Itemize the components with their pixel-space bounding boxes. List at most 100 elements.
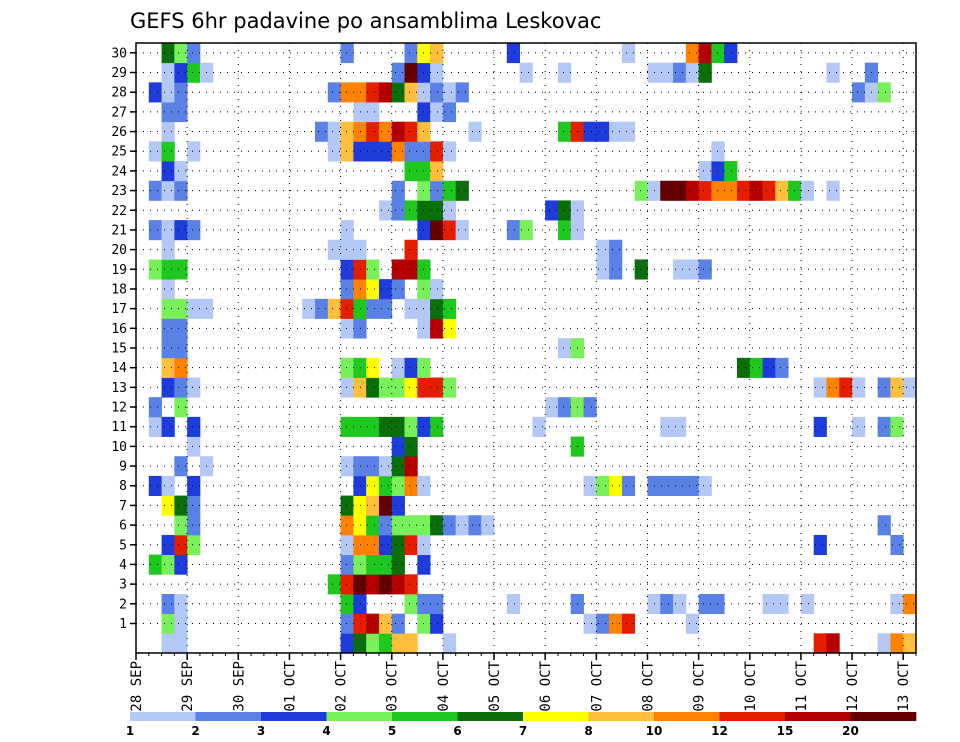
heatmap-cell [813,377,827,398]
heatmap-cell [174,220,188,241]
heatmap-cell [340,259,354,280]
heatmap-cell [187,475,201,496]
heatmap-cell [557,220,572,241]
heatmap-cell [762,180,776,201]
heatmap-cell [378,574,393,595]
heatmap-cell [340,593,354,615]
heatmap-cell [161,298,188,319]
heatmap-cell [404,357,418,378]
heatmap-cell [404,200,418,221]
x-tick-label: 02 OCT [334,660,350,711]
colorbar-swatch [654,712,720,721]
heatmap-cell [596,613,610,634]
heatmap-cell [148,82,162,103]
heatmap-cell [187,495,201,516]
heatmap-cell [621,475,636,496]
heatmap-cell [353,574,367,595]
heatmap-cell [404,141,418,162]
heatmap-cell [187,515,201,536]
heatmap-cell [890,633,904,654]
heatmap-cell [340,416,354,437]
colorbar-swatch [195,712,262,721]
heatmap-cell [174,613,188,634]
heatmap-cell [366,82,380,103]
heatmap-cell [353,613,367,634]
heatmap-cell [442,102,457,123]
heatmap-cell [724,161,738,182]
heatmap-cell [685,43,700,64]
heatmap-cell [557,62,572,83]
heatmap-cell [877,82,891,103]
heatmap-cell [378,279,393,300]
heatmap-cell [506,220,521,241]
heatmap-cell [673,593,687,615]
x-tick-label: 08 OCT [640,660,656,711]
x-tick-label: 05 OCT [487,660,503,711]
heatmap-cell [404,82,418,103]
heatmap-cell [353,495,367,516]
heatmap-cell [353,377,367,398]
colorbar-swatch [392,712,458,721]
heatmap-cell [698,62,712,83]
heatmap-cell [455,515,469,536]
heatmap-cell [442,141,457,162]
heatmap-cell [340,220,354,241]
heatmap-cell [340,495,354,516]
y-tick-label: 24 [111,164,127,179]
x-tick-label: 29 SEP [180,661,196,712]
y-tick-label: 26 [111,125,127,140]
heatmap-cell [161,102,188,123]
heatmap-cell [404,416,418,437]
heatmap-cell [378,416,405,437]
heatmap-cell [187,62,201,83]
heatmap-cell [391,515,431,536]
heatmap-cell [148,180,162,201]
heatmap-cell [148,259,162,280]
heatmap-cell [161,416,175,437]
heatmap-cell [378,534,393,556]
colorbar-label: 1 [126,724,134,738]
heatmap-cell [366,495,380,516]
heatmap-cell [378,475,393,496]
heatmap-cell [430,62,444,83]
heatmap-cell [903,377,917,398]
heatmap-cell [391,62,405,83]
heatmap-cell [711,141,725,162]
heatmap-cell [353,259,367,280]
heatmap-cell [442,220,457,241]
x-tick-label: 04 OCT [436,660,452,711]
heatmap-cell [378,495,393,516]
heatmap-cell [404,475,418,496]
heatmap-cell [353,515,367,536]
heatmap-cell [826,377,840,398]
heatmap-cell [813,633,827,654]
heatmap-cell [366,377,380,398]
heatmap-cell [327,239,367,260]
heatmap-cell [378,633,393,654]
heatmap-cell [391,554,405,575]
heatmap-cells [148,43,917,654]
y-tick-label: 22 [111,204,127,219]
heatmap-cell [724,43,738,64]
heatmap-cell [736,180,751,201]
heatmap-cell [187,377,201,398]
heatmap-cell [609,121,636,142]
heatmap-cell [442,298,457,319]
heatmap-cell [903,633,917,654]
heatmap-cell [711,43,725,64]
heatmap-cell [609,475,623,496]
heatmap-cell [391,475,405,496]
y-tick-label: 13 [111,381,127,396]
heatmap-cell [174,43,188,64]
colorbar-swatch [588,712,655,721]
x-tick-label: 10 OCT [743,660,759,711]
y-tick-label: 29 [111,66,127,81]
heatmap-cell [647,62,674,83]
y-tick-label: 28 [111,86,127,101]
heatmap-cell [813,416,827,437]
y-tick-label: 16 [111,322,127,337]
heatmap-cell [161,318,188,339]
heatmap-cell [174,180,188,201]
y-tick-label: 20 [111,243,127,258]
x-tick-label: 01 OCT [282,660,298,711]
